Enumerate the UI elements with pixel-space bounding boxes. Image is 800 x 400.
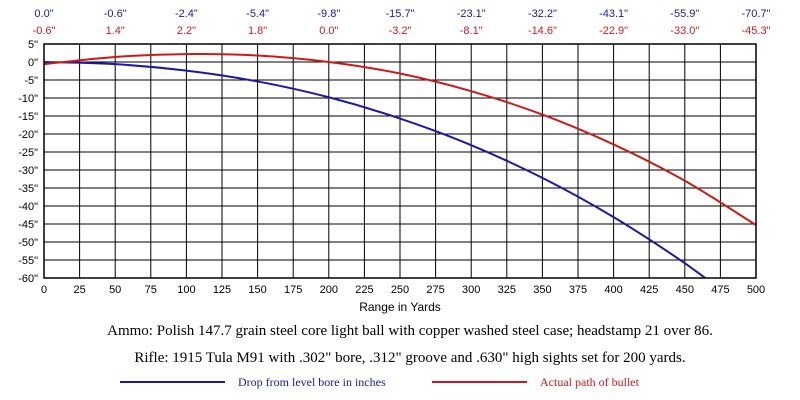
x-tick-label: 325 — [498, 284, 516, 296]
x-tick-label: 500 — [747, 284, 765, 296]
x-tick-label: 125 — [213, 284, 231, 296]
top-drop-value: -15.7" — [386, 8, 415, 20]
x-tick-label: 75 — [145, 284, 157, 296]
top-path-value: -0.6" — [33, 25, 56, 37]
x-axis-title: Range in Yards — [359, 300, 441, 314]
x-tick-label: 50 — [109, 284, 121, 296]
x-axis-ticks: 0 25 50 75 100 125 150 175 200 225 250 275 300 325 350… — [41, 284, 765, 296]
top-drop-value: -55.9" — [670, 8, 699, 20]
top-drop-value: -0.6" — [104, 8, 127, 20]
y-tick-label: -35" — [18, 183, 38, 195]
top-drop-value: -43.1" — [599, 8, 628, 20]
x-tick-label: 250 — [391, 284, 409, 296]
x-tick-label: 225 — [355, 284, 373, 296]
top-path-value: -33.0" — [670, 25, 699, 37]
y-axis-ticks: 5" 0" -5" -10" -15" -20" -25" -30" -35" -40" -45" -… — [18, 39, 38, 285]
y-tick-label: -10" — [18, 93, 38, 105]
top-path-value: -3.2" — [389, 25, 412, 37]
y-tick-label: -40" — [18, 201, 38, 213]
x-tick-label: 400 — [604, 284, 622, 296]
series-lines — [44, 53, 756, 278]
x-tick-label: 475 — [711, 284, 729, 296]
y-tick-label: -5" — [24, 75, 38, 87]
top-path-value: -14.6" — [528, 25, 557, 37]
rifle-caption: Rifle: 1915 Tula M91 with .302" bore, .3… — [134, 350, 685, 366]
top-path-value: 0.0" — [319, 25, 338, 37]
x-tick-label: 300 — [462, 284, 480, 296]
x-tick-label: 450 — [676, 284, 694, 296]
y-tick-label: -25" — [18, 147, 38, 159]
top-drop-value: -2.4" — [175, 8, 198, 20]
x-tick-label: 175 — [284, 284, 302, 296]
top-path-value: 2.2" — [177, 25, 196, 37]
y-tick-label: 0" — [28, 57, 38, 69]
top-path-value: 1.4" — [106, 25, 125, 37]
legend: Drop from level bore in inches Actual pa… — [120, 375, 640, 389]
x-tick-label: 0 — [41, 284, 47, 296]
bullet-path-series-line — [44, 53, 756, 226]
top-path-value: -22.9" — [599, 25, 628, 37]
x-tick-label: 100 — [177, 284, 195, 296]
top-labels: 0.0" -0.6" -2.4" -5.4" -9.8" -15.7" -23.1" -32.… — [33, 8, 771, 37]
ammo-caption: Ammo: Polish 147.7 grain steel core ligh… — [107, 323, 713, 339]
top-drop-value: -70.7" — [742, 8, 771, 20]
top-drop-value: -32.2" — [528, 8, 557, 20]
x-tick-label: 375 — [569, 284, 587, 296]
top-drop-value: 0.0" — [34, 8, 53, 20]
plot-frame — [43, 43, 757, 279]
y-tick-label: -55" — [18, 255, 38, 267]
y-tick-label: -45" — [18, 219, 38, 231]
y-tick-label: -20" — [18, 129, 38, 141]
x-tick-label: 350 — [533, 284, 551, 296]
y-tick-label: -15" — [18, 111, 38, 123]
drop-series-line — [44, 61, 707, 278]
legend-drop-label: Drop from level bore in inches — [238, 375, 386, 389]
x-tick-label: 200 — [320, 284, 338, 296]
top-path-value: 1.8" — [248, 25, 267, 37]
y-tick-label: -60" — [18, 273, 38, 285]
top-drop-value: -5.4" — [246, 8, 269, 20]
top-drop-value: -9.8" — [317, 8, 340, 20]
x-tick-label: 275 — [426, 284, 444, 296]
top-path-value: -45.3" — [742, 25, 771, 37]
y-tick-label: 5" — [28, 39, 38, 51]
legend-path-label: Actual path of bullet — [540, 375, 640, 389]
x-tick-label: 150 — [248, 284, 266, 296]
top-path-value: -8.1" — [460, 25, 483, 37]
top-drop-value: -23.1" — [457, 8, 486, 20]
y-tick-label: -50" — [18, 237, 38, 249]
x-tick-label: 425 — [640, 284, 658, 296]
y-tick-label: -30" — [18, 165, 38, 177]
x-tick-label: 25 — [73, 284, 85, 296]
